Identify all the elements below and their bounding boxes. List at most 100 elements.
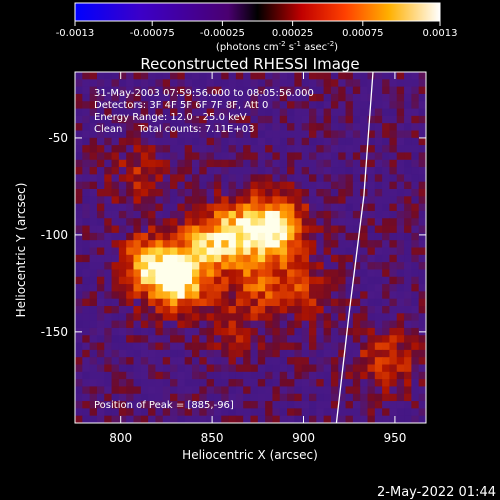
heatmap-cell xyxy=(316,210,325,219)
heatmap-cell xyxy=(352,115,361,124)
heatmap-cell xyxy=(396,210,405,219)
heatmap-cell xyxy=(162,152,171,161)
heatmap-cell xyxy=(301,240,310,249)
heatmap-cell xyxy=(272,349,281,358)
heatmap-cell xyxy=(374,218,383,227)
heatmap-cell xyxy=(257,357,266,366)
heatmap-cell xyxy=(382,327,391,336)
heatmap-cell xyxy=(96,145,105,154)
heatmap-cell xyxy=(396,320,405,329)
heatmap-cell xyxy=(396,306,405,314)
heatmap-cell xyxy=(404,364,412,373)
heatmap-cell xyxy=(96,225,105,234)
heatmap-cell xyxy=(96,210,105,219)
heatmap-cell xyxy=(374,115,383,124)
heatmap-cell xyxy=(192,254,200,263)
heatmap-cell xyxy=(199,364,208,373)
heatmap-cell xyxy=(96,386,105,395)
heatmap-cell xyxy=(104,320,113,329)
heatmap-cell xyxy=(75,335,83,344)
heatmap-cell xyxy=(265,313,274,322)
heatmap-cell xyxy=(170,357,178,366)
heatmap-cell xyxy=(411,232,420,241)
heatmap-cell xyxy=(243,232,252,241)
heatmap-cell xyxy=(396,232,405,241)
heatmap-cell xyxy=(309,108,317,117)
heatmap-cell xyxy=(294,101,303,110)
heatmap-cell xyxy=(338,79,347,88)
heatmap-cell xyxy=(309,291,317,300)
heatmap-cell xyxy=(148,284,157,292)
heatmap-cell xyxy=(177,72,186,80)
heatmap-cell xyxy=(360,269,369,278)
heatmap-cell xyxy=(316,108,325,117)
heatmap-cell xyxy=(367,247,376,256)
heatmap-cell xyxy=(228,320,237,329)
heatmap-cell xyxy=(177,152,186,161)
heatmap-cell xyxy=(155,313,164,322)
heatmap-cell xyxy=(155,189,164,197)
heatmap-cell xyxy=(133,320,142,329)
heatmap-cell xyxy=(330,298,339,307)
heatmap-cell xyxy=(140,174,149,183)
heatmap-cell xyxy=(206,218,215,227)
heatmap-cell xyxy=(272,401,281,409)
heatmap-cell xyxy=(257,393,266,402)
heatmap-cell xyxy=(250,306,259,314)
heatmap-cell xyxy=(126,86,135,95)
heatmap-cell xyxy=(418,145,426,154)
heatmap-cell xyxy=(338,210,347,219)
heatmap-cell xyxy=(301,210,310,219)
heatmap-cell xyxy=(352,335,361,344)
heatmap-cell xyxy=(411,79,420,88)
heatmap-cell xyxy=(104,108,113,117)
heatmap-cell xyxy=(389,181,398,190)
heatmap-cell xyxy=(133,196,142,205)
heatmap-cell xyxy=(279,408,288,417)
heatmap-cell xyxy=(126,79,135,88)
heatmap-cell xyxy=(228,386,237,395)
heatmap-cell xyxy=(345,189,354,197)
heatmap-cell xyxy=(148,108,157,117)
heatmap-cell xyxy=(404,225,412,234)
heatmap-cell xyxy=(155,342,164,351)
heatmap-cell xyxy=(309,379,317,388)
heatmap-cell xyxy=(345,93,354,102)
heatmap-cell xyxy=(411,401,420,409)
heatmap-cell xyxy=(170,232,178,241)
heatmap-cell xyxy=(294,342,303,351)
heatmap-cell xyxy=(118,284,127,292)
heatmap-cell xyxy=(257,203,266,212)
heatmap-cell xyxy=(374,313,383,322)
heatmap-cell xyxy=(257,291,266,300)
heatmap-cell xyxy=(228,327,237,336)
heatmap-cell xyxy=(213,269,222,278)
heatmap-cell xyxy=(389,196,398,205)
heatmap-cell xyxy=(155,93,164,102)
heatmap-cell xyxy=(235,342,244,351)
heatmap-cell xyxy=(265,232,274,241)
heatmap-cell xyxy=(199,247,208,256)
heatmap-cell xyxy=(170,240,178,249)
heatmap-cell xyxy=(155,335,164,344)
heatmap-cell xyxy=(184,320,193,329)
heatmap-cell xyxy=(155,298,164,307)
heatmap-cell xyxy=(265,408,274,417)
heatmap-cell xyxy=(148,335,157,344)
heatmap-cell xyxy=(213,189,222,197)
heatmap-cell xyxy=(192,115,200,124)
heatmap-cell xyxy=(199,159,208,168)
heatmap-cell xyxy=(301,393,310,402)
heatmap-cell xyxy=(213,79,222,88)
heatmap-cell xyxy=(111,232,120,241)
heatmap-cell xyxy=(294,196,303,205)
heatmap-cell xyxy=(235,93,244,102)
heatmap-cell xyxy=(133,86,142,95)
heatmap-cell xyxy=(279,342,288,351)
heatmap-cell xyxy=(301,115,310,124)
heatmap-cell xyxy=(257,225,266,234)
heatmap-cell xyxy=(404,218,412,227)
heatmap-cell xyxy=(360,335,369,344)
heatmap-cell xyxy=(250,254,259,263)
heatmap-cell xyxy=(221,145,230,154)
